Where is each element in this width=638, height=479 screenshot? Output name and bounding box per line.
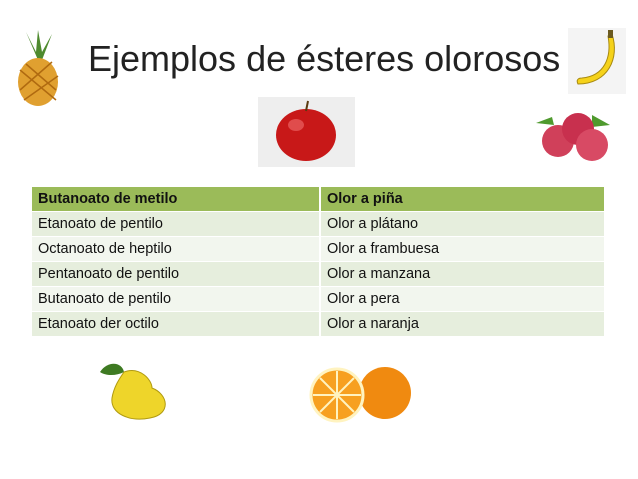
table-row: Pentanoato de pentilo Olor a manzana — [32, 261, 606, 287]
apple-image — [258, 97, 355, 167]
table-row: Etanoato de pentilo Olor a plátano — [32, 211, 606, 237]
odor-cell: Olor a manzana — [320, 261, 606, 287]
header-ester: Butanoato de metilo — [32, 187, 321, 212]
pineapple-image — [18, 30, 59, 106]
pear-image — [100, 363, 166, 420]
table-row: Etanoato der octilo Olor a naranja — [32, 311, 606, 337]
table-row: Octanoato de heptilo Olor a frambuesa — [32, 236, 606, 262]
ester-cell: Etanoato der octilo — [32, 311, 321, 337]
odor-cell: Olor a naranja — [320, 311, 606, 337]
banana-image — [568, 28, 626, 94]
header-odor: Olor a piña — [320, 187, 606, 212]
odor-cell: Olor a pera — [320, 286, 606, 312]
ester-cell: Etanoato de pentilo — [32, 211, 321, 237]
oranges-image — [309, 367, 411, 423]
slide-title: Ejemplos de ésteres olorosos — [88, 38, 561, 79]
raspberry-image — [536, 113, 610, 161]
odor-cell: Olor a frambuesa — [320, 236, 606, 262]
table-row: Butanoato de pentilo Olor a pera — [32, 286, 606, 312]
ester-cell: Octanoato de heptilo — [32, 236, 321, 262]
ester-cell: Butanoato de pentilo — [32, 286, 321, 312]
table-header-row: Butanoato de metilo Olor a piña — [32, 187, 606, 212]
odor-cell: Olor a plátano — [320, 211, 606, 237]
esters-table: Butanoato de metilo Olor a piña Etanoato… — [32, 187, 606, 337]
ester-cell: Pentanoato de pentilo — [32, 261, 321, 287]
